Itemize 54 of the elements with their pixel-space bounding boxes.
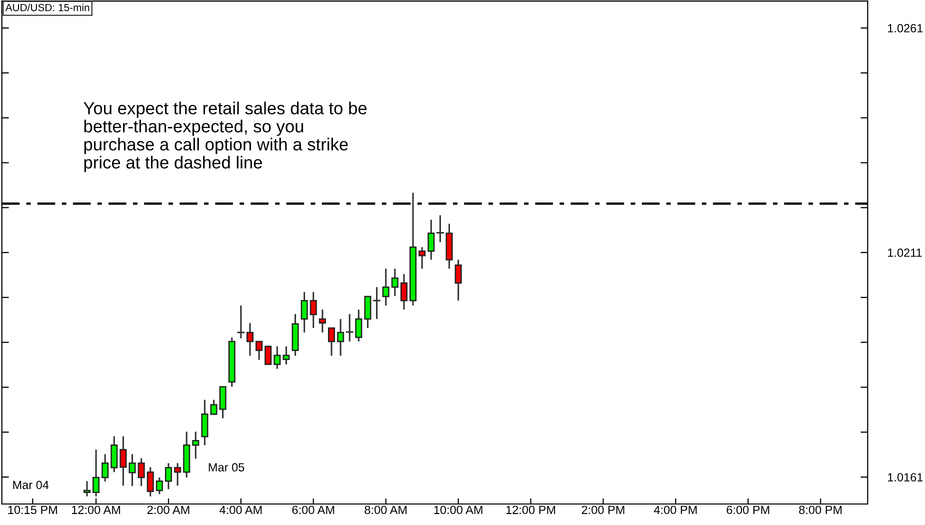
x-tick-label: 4:00 AM xyxy=(220,506,262,514)
candlestick xyxy=(210,399,218,415)
candlestick xyxy=(264,346,272,365)
chart-title: AUD/USD: 15-min xyxy=(5,4,90,12)
x-tick-label: 6:00 PM xyxy=(726,506,770,514)
candlestick xyxy=(192,430,200,460)
annotation: Mar 05 xyxy=(208,463,244,472)
y-tick-label: 1.0211 xyxy=(888,248,922,257)
x-tick-label: 10:00 AM xyxy=(434,506,482,514)
candlestick xyxy=(138,457,145,487)
x-tick-label: 8:00 PM xyxy=(799,506,842,514)
candlestick xyxy=(391,268,398,297)
candlestick xyxy=(382,268,390,306)
x-tick-label: 12:00 PM xyxy=(506,506,556,514)
candlestick xyxy=(428,218,435,260)
candlestick xyxy=(174,462,182,486)
x-tick-label: 4:00 PM xyxy=(654,506,697,514)
annotation: You expect the retail sales data to be better-than-expected, so you purchase a call option with a strike price at the dashed line xyxy=(84,102,367,172)
candlestick xyxy=(418,246,426,270)
candlestick xyxy=(436,214,444,243)
candlestick xyxy=(346,313,354,342)
candlestick xyxy=(337,318,344,357)
x-tick-label: 8:00 AM xyxy=(364,506,407,514)
candlestick xyxy=(318,308,326,334)
candlestick xyxy=(246,322,254,357)
candlestick xyxy=(256,340,263,361)
x-tick-label: 2:00 AM xyxy=(147,506,190,514)
candlestick xyxy=(310,291,317,329)
candlestick xyxy=(83,480,91,498)
candlestick xyxy=(237,304,245,340)
annotation: Mar 04 xyxy=(13,480,49,490)
candlestick xyxy=(156,476,163,495)
candlestick xyxy=(282,346,290,366)
candlestick xyxy=(219,386,226,419)
candlestick xyxy=(454,258,462,302)
candlestick xyxy=(120,435,127,486)
candlestick xyxy=(328,327,336,357)
x-tick-label: 6:00 AM xyxy=(292,506,334,514)
candlestick xyxy=(92,448,100,498)
candlestick xyxy=(201,399,208,446)
candlestick xyxy=(164,462,172,490)
y-tick-label: 1.0261 xyxy=(888,24,923,32)
candlestick xyxy=(300,291,308,334)
candlestick xyxy=(373,286,380,320)
x-tick-label: 12:00 AM xyxy=(72,506,120,514)
y-tick-label: 1.0161 xyxy=(888,473,923,482)
x-tick-label: 10:15 PM xyxy=(8,506,57,514)
candlestick xyxy=(110,435,118,473)
candlestick xyxy=(146,466,154,498)
candlestick xyxy=(102,453,109,482)
candlestick xyxy=(400,273,408,310)
candlestick xyxy=(274,346,281,370)
candlestick xyxy=(128,453,136,487)
x-tick-label: 2:00 PM xyxy=(582,506,624,514)
